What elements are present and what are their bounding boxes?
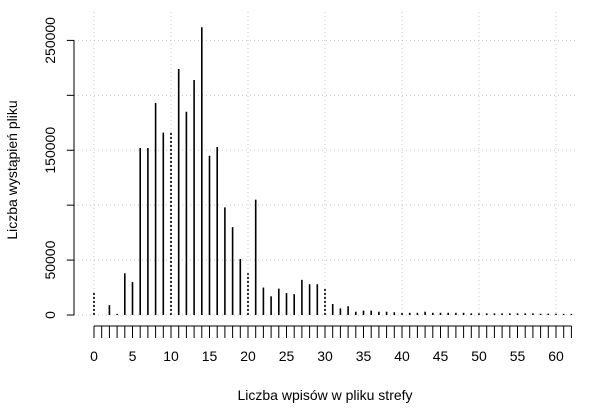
x-tick-label: 40	[394, 348, 410, 364]
x-tick-label: 35	[356, 348, 372, 364]
y-tick-label: 50000	[42, 240, 58, 279]
x-tick-label: 30	[317, 348, 333, 364]
x-tick-label: 15	[202, 348, 218, 364]
x-tick-label: 25	[279, 348, 295, 364]
y-axis-title: Liczba wystąpień pliku	[4, 100, 20, 239]
x-tick-label: 55	[510, 348, 526, 364]
x-tick-label: 20	[240, 348, 256, 364]
chart-bars	[93, 27, 573, 315]
x-tick-label: 5	[129, 348, 137, 364]
grid-lines	[66, 12, 575, 316]
axes: 0 5 10 15 20 25 30 35 40 45 50 55 60 0 50000 150000 2500…	[42, 17, 572, 364]
x-tick-label: 45	[433, 348, 449, 364]
y-tick-label: 0	[42, 311, 58, 319]
y-tick-label: 250000	[42, 17, 58, 64]
x-tick-label: 0	[90, 348, 98, 364]
x-tick-label: 60	[548, 348, 564, 364]
x-tick-label: 50	[471, 348, 487, 364]
y-tick-label: 150000	[42, 127, 58, 174]
x-tick-label: 10	[163, 348, 179, 364]
x-axis-title: Liczba wpisów w pliku strefy	[237, 387, 412, 403]
